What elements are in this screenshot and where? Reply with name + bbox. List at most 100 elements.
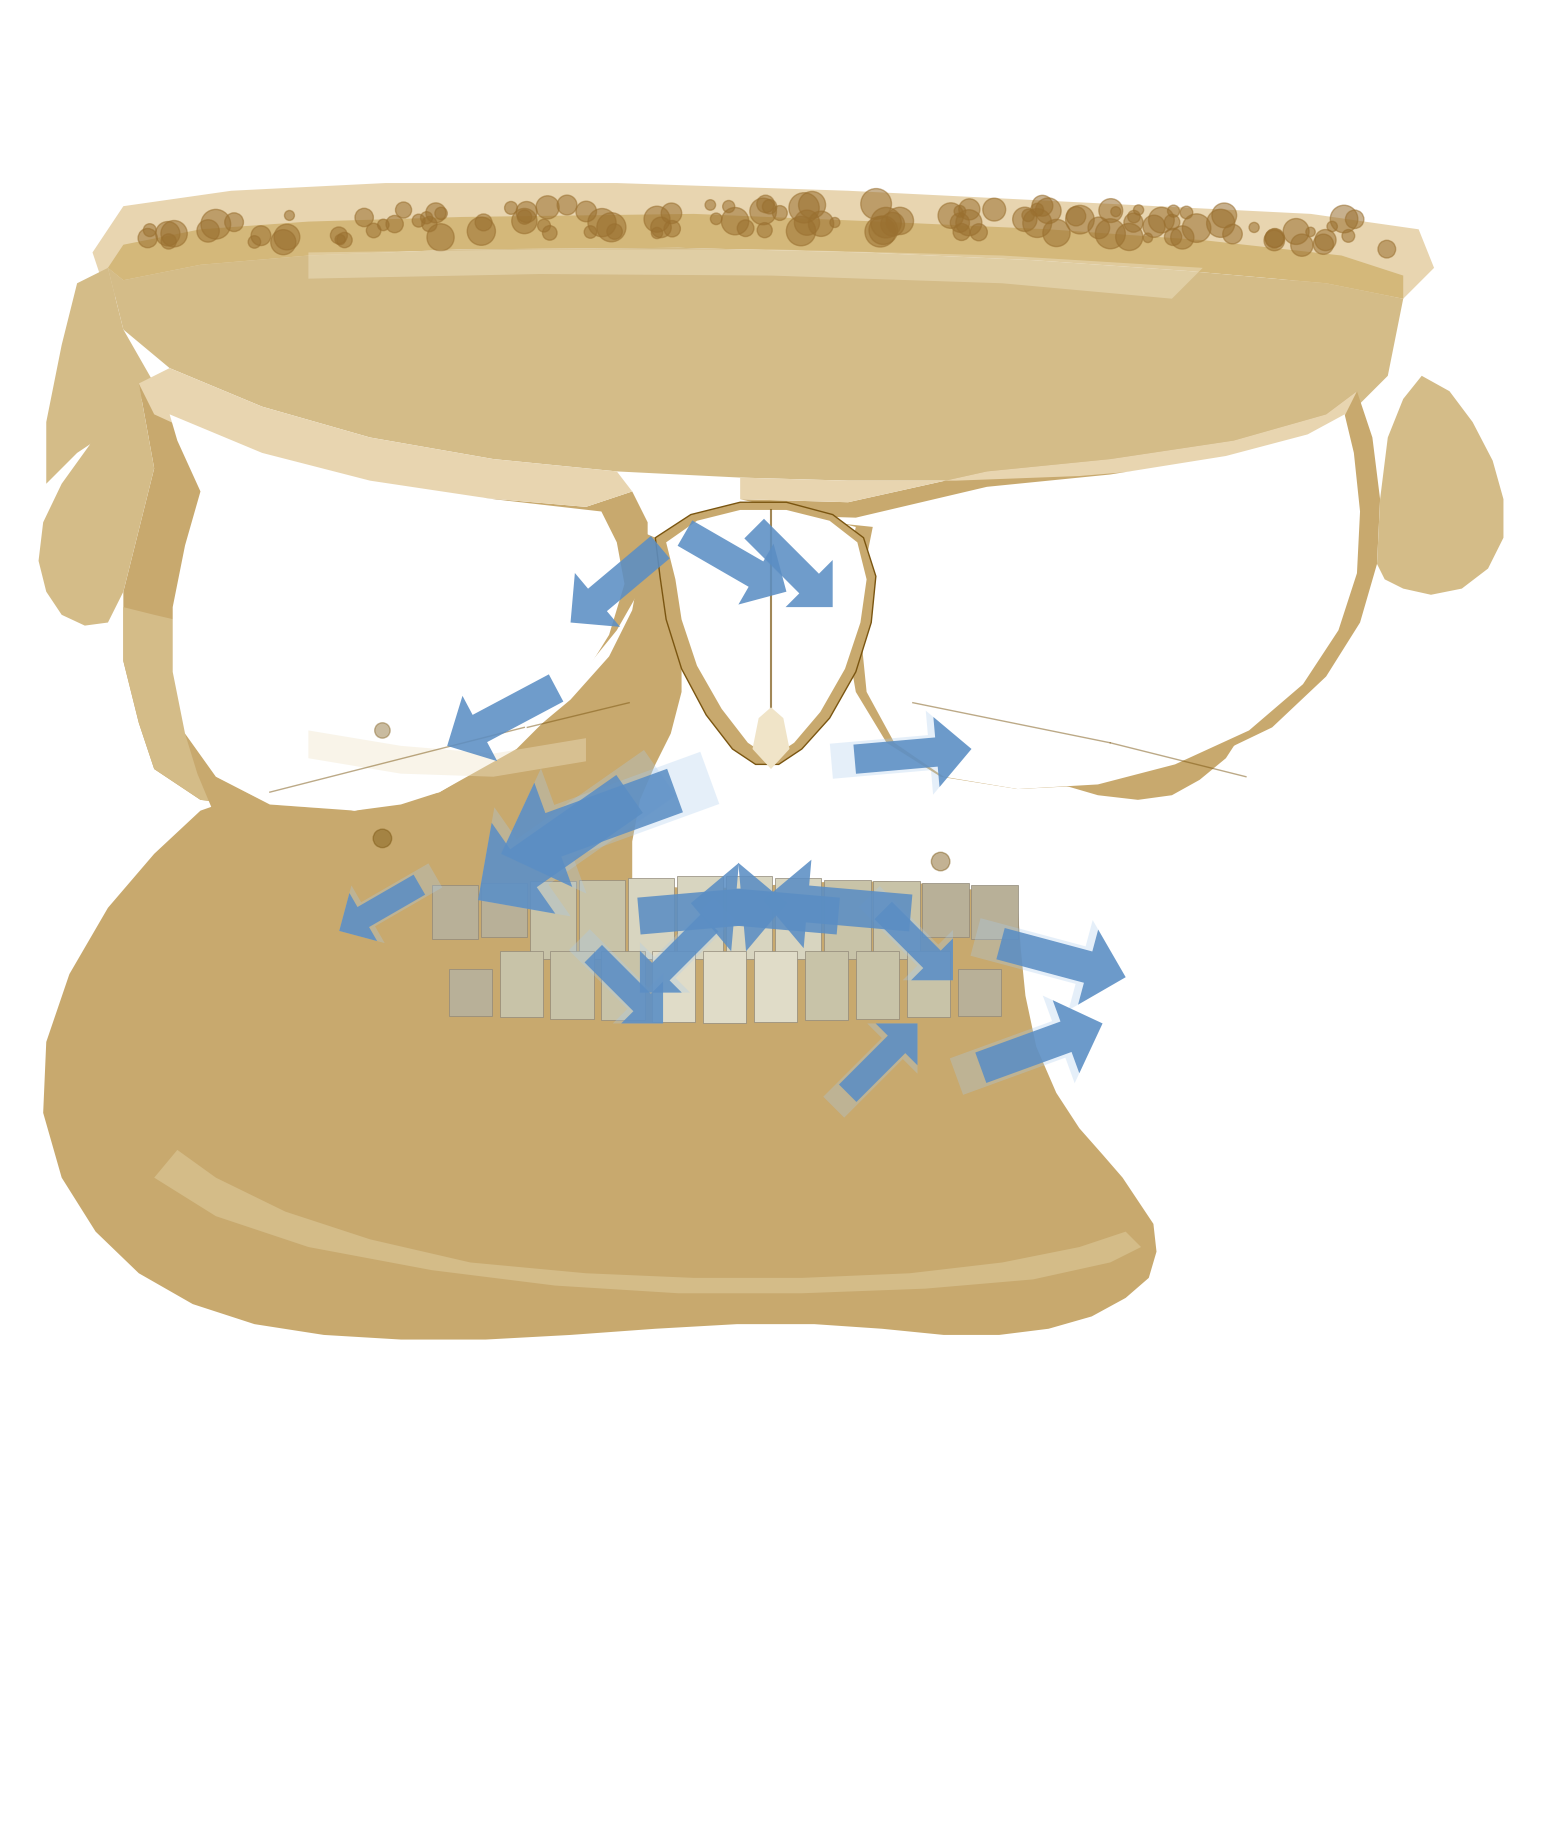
FancyArrow shape [830, 711, 971, 795]
Circle shape [808, 213, 834, 238]
Circle shape [375, 724, 390, 738]
Polygon shape [805, 951, 848, 1020]
Circle shape [956, 211, 982, 236]
Polygon shape [873, 881, 919, 960]
Circle shape [757, 224, 773, 238]
Circle shape [156, 222, 180, 247]
Polygon shape [601, 951, 645, 1020]
FancyArrow shape [339, 865, 443, 943]
Polygon shape [154, 1150, 1141, 1293]
Circle shape [871, 209, 901, 238]
Polygon shape [703, 951, 746, 1024]
FancyArrow shape [339, 876, 426, 942]
Circle shape [251, 227, 271, 247]
Circle shape [1030, 203, 1044, 216]
Circle shape [1266, 229, 1284, 249]
Polygon shape [851, 533, 1264, 801]
Circle shape [1124, 214, 1143, 233]
Polygon shape [752, 707, 790, 769]
Circle shape [467, 218, 495, 245]
Circle shape [200, 211, 231, 240]
Circle shape [1170, 227, 1194, 249]
FancyArrow shape [691, 863, 840, 953]
Circle shape [1328, 222, 1337, 233]
FancyArrow shape [584, 945, 663, 1024]
Polygon shape [666, 511, 867, 758]
Circle shape [723, 202, 736, 214]
FancyArrow shape [975, 1000, 1103, 1083]
FancyArrow shape [640, 914, 719, 993]
Circle shape [1207, 211, 1235, 238]
Circle shape [1143, 234, 1152, 244]
Circle shape [1032, 196, 1053, 216]
Circle shape [722, 209, 749, 236]
Circle shape [1099, 200, 1123, 224]
Circle shape [435, 209, 447, 220]
Circle shape [737, 220, 754, 238]
Circle shape [1342, 231, 1355, 244]
Circle shape [799, 192, 825, 220]
Circle shape [1283, 220, 1309, 245]
Circle shape [1067, 207, 1086, 227]
Circle shape [412, 214, 426, 227]
Polygon shape [971, 885, 1018, 940]
Polygon shape [93, 183, 1434, 300]
Polygon shape [726, 878, 773, 960]
Polygon shape [123, 385, 648, 812]
FancyArrow shape [571, 537, 669, 628]
Circle shape [597, 214, 626, 242]
Circle shape [1022, 209, 1052, 238]
Circle shape [1035, 200, 1061, 225]
Circle shape [475, 214, 492, 231]
Polygon shape [958, 969, 1001, 1017]
Circle shape [373, 830, 392, 848]
Circle shape [887, 209, 913, 234]
Polygon shape [449, 969, 492, 1017]
Circle shape [1143, 216, 1166, 238]
Circle shape [504, 202, 518, 214]
Circle shape [970, 225, 987, 242]
Circle shape [512, 209, 537, 234]
Polygon shape [1377, 377, 1503, 595]
Circle shape [645, 207, 669, 233]
Circle shape [248, 236, 261, 249]
Polygon shape [907, 951, 950, 1019]
Circle shape [1315, 231, 1335, 251]
FancyArrow shape [950, 997, 1103, 1096]
Polygon shape [308, 251, 1203, 300]
Polygon shape [825, 879, 871, 960]
FancyArrow shape [569, 929, 663, 1024]
Circle shape [197, 220, 219, 244]
Circle shape [1223, 225, 1243, 245]
Circle shape [786, 218, 816, 247]
Circle shape [355, 209, 373, 227]
Polygon shape [481, 883, 527, 938]
FancyArrow shape [839, 1024, 917, 1103]
FancyArrow shape [823, 1024, 917, 1118]
Polygon shape [500, 951, 543, 1019]
Circle shape [423, 218, 436, 233]
FancyArrow shape [447, 674, 563, 762]
Circle shape [790, 194, 819, 224]
Circle shape [1212, 203, 1237, 229]
Circle shape [953, 224, 970, 242]
Polygon shape [530, 881, 577, 960]
Polygon shape [43, 793, 1156, 1339]
Circle shape [225, 214, 244, 233]
Circle shape [557, 196, 577, 216]
Circle shape [160, 222, 187, 247]
Circle shape [537, 196, 560, 220]
Circle shape [517, 202, 537, 224]
Circle shape [1066, 207, 1095, 234]
Circle shape [1164, 216, 1180, 231]
Circle shape [1264, 231, 1284, 249]
FancyArrow shape [637, 863, 786, 953]
Circle shape [705, 202, 715, 211]
Circle shape [662, 203, 682, 225]
Circle shape [518, 211, 532, 225]
Polygon shape [185, 533, 740, 1000]
Circle shape [335, 236, 345, 245]
Circle shape [1116, 224, 1143, 251]
FancyArrow shape [640, 900, 734, 993]
Polygon shape [652, 951, 695, 1022]
